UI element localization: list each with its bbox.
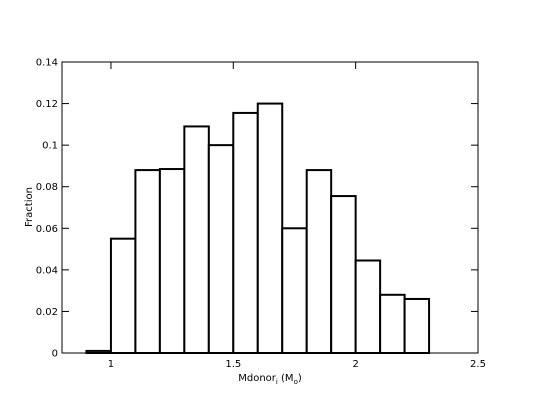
bar	[379, 293, 406, 354]
bar	[256, 102, 284, 354]
bar	[305, 169, 333, 354]
x-tick-label: 1.5	[225, 359, 241, 370]
y-axis-label: Fraction	[24, 187, 35, 227]
bar	[158, 168, 186, 354]
bar	[134, 169, 161, 354]
y-tick-label: 0.1	[42, 141, 58, 152]
x-label-text: Mdonor	[238, 373, 277, 384]
y-tick-label: 0.06	[36, 224, 58, 235]
y-tick-label: 0.04	[36, 265, 58, 276]
bar	[281, 227, 308, 355]
bar	[330, 195, 357, 354]
x-tick-label: 2	[352, 359, 358, 370]
bar	[403, 297, 431, 355]
bar	[207, 144, 235, 354]
bar	[109, 237, 137, 354]
x-tick-label: 2.5	[470, 359, 486, 370]
x-label-subscript: o	[294, 378, 298, 386]
x-label-text: )	[298, 373, 302, 384]
plot-frame	[61, 61, 479, 354]
x-label-subscript: i	[276, 378, 278, 386]
y-tick-label: 0.12	[36, 99, 58, 110]
y-tick-label: 0.02	[36, 307, 58, 318]
x-label-text: (M	[278, 373, 294, 384]
y-tick-label: 0	[52, 349, 58, 360]
bar	[232, 111, 259, 354]
x-tick-label: 1	[108, 359, 114, 370]
y-tick-label: 0.14	[36, 58, 58, 69]
x-axis-label: Mdonori (Mo)	[238, 373, 302, 386]
bar	[354, 259, 382, 354]
y-tick-label: 0.08	[36, 182, 58, 193]
bar	[183, 125, 210, 354]
